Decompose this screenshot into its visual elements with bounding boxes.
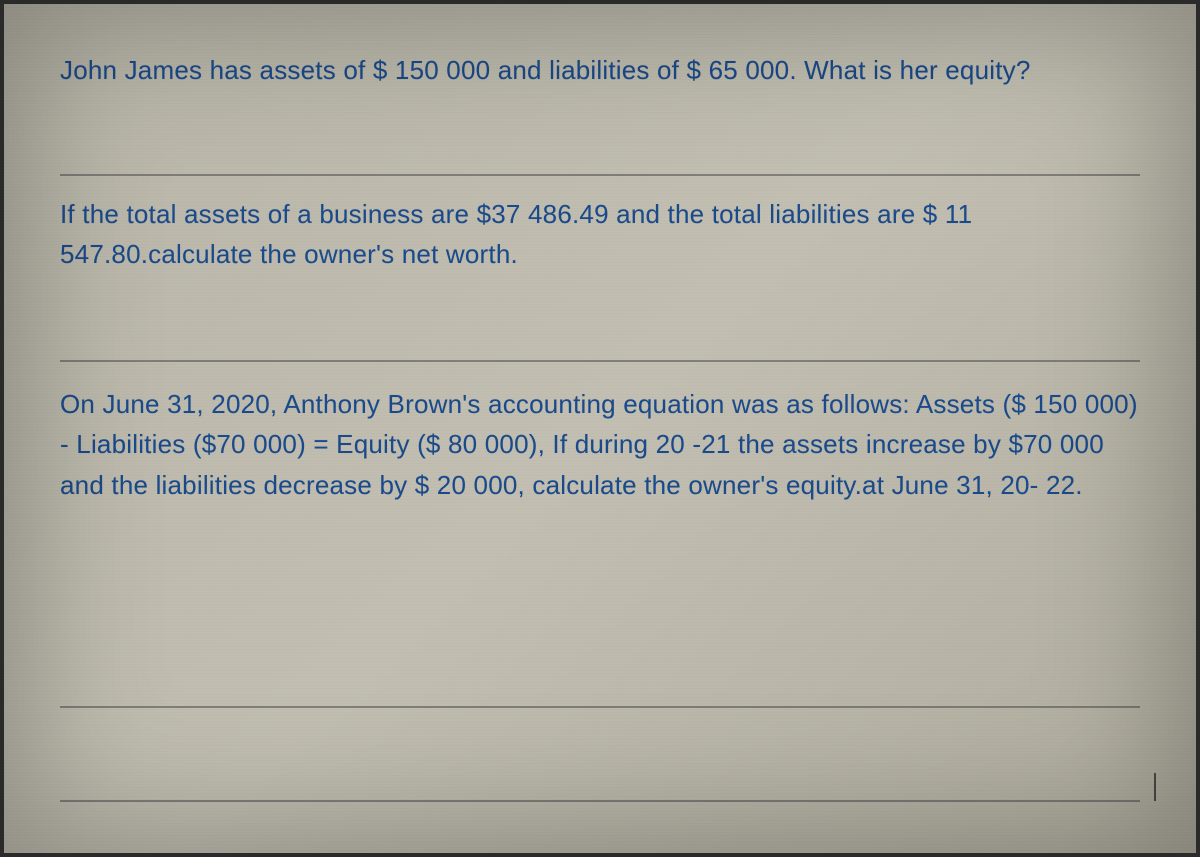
- answer-line-1: [60, 706, 1140, 708]
- question-2-text: If the total assets of a business are $3…: [60, 194, 1140, 275]
- question-1-block: John James has assets of $ 150 000 and l…: [60, 50, 1140, 168]
- divider-2: [60, 360, 1140, 362]
- divider-1: [60, 174, 1140, 176]
- question-1-text: John James has assets of $ 150 000 and l…: [60, 50, 1140, 90]
- answer-line-2: [60, 800, 1140, 802]
- question-3-block: On June 31, 2020, Anthony Brown's accoun…: [60, 384, 1140, 614]
- question-3-text: On June 31, 2020, Anthony Brown's accoun…: [60, 384, 1140, 505]
- worksheet-page: John James has assets of $ 150 000 and l…: [0, 0, 1200, 857]
- question-2-block: If the total assets of a business are $3…: [60, 194, 1140, 354]
- answer-lines: [60, 706, 1140, 857]
- cursor-icon: [1154, 773, 1156, 801]
